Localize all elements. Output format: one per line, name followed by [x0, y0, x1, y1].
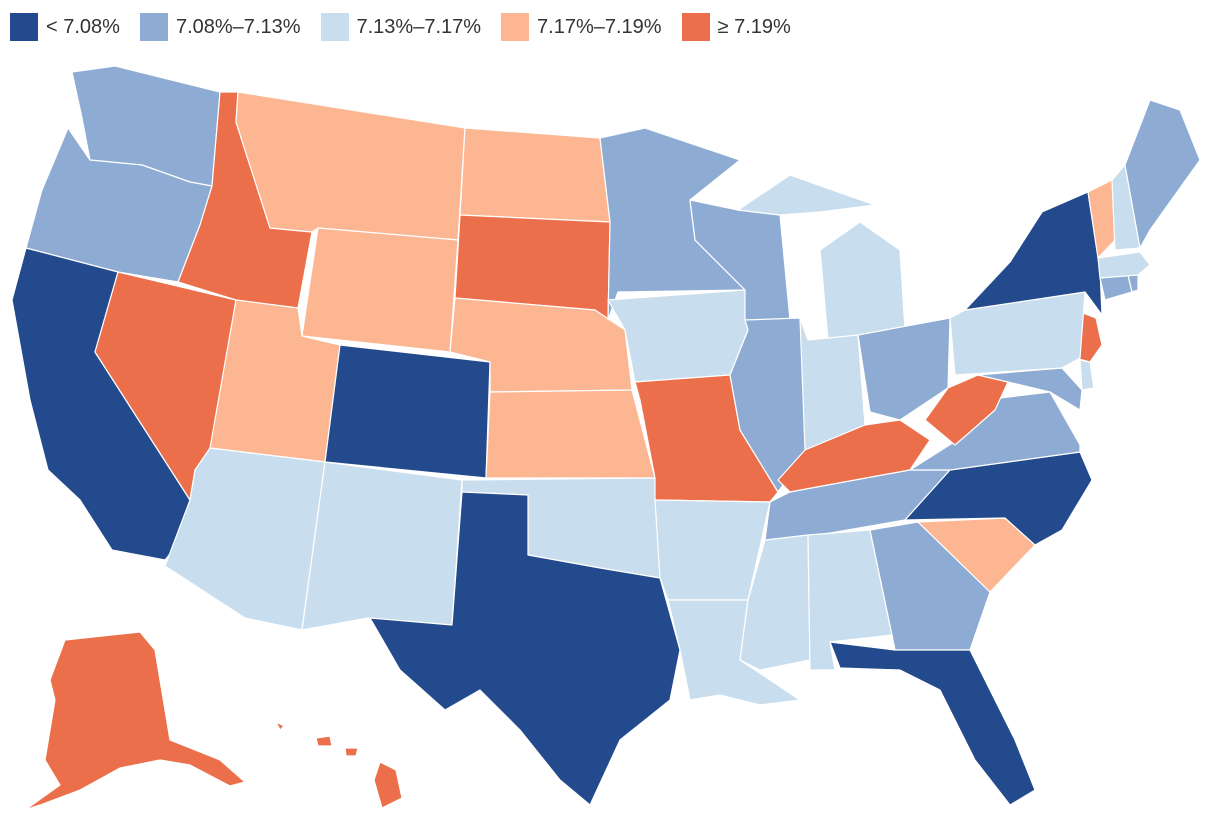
state-MI-UP[interactable] — [737, 174, 876, 216]
state-AK[interactable] — [24, 631, 246, 811]
state-FL[interactable] — [829, 641, 1036, 806]
state-CO[interactable] — [324, 344, 491, 479]
legend-label: 7.08%–7.13% — [175, 15, 301, 38]
legend-label: 7.17%–7.19% — [537, 15, 662, 38]
legend-item-gte-7-19: ≥ 7.19% — [681, 13, 791, 41]
state-NM[interactable] — [301, 461, 463, 631]
state-HI-islands[interactable] — [275, 721, 359, 757]
legend-label: 7.13%–7.17% — [356, 15, 482, 38]
state-WV[interactable] — [924, 374, 1009, 446]
state-MA[interactable] — [1097, 251, 1151, 279]
state-CT[interactable] — [1099, 274, 1133, 301]
legend-item-7-13-7-17: 7.13%–7.17% — [320, 13, 482, 41]
legend-item-lt-7-08: < 7.08% — [10, 13, 120, 41]
state-MT[interactable] — [235, 91, 466, 241]
state-ND[interactable] — [459, 127, 611, 223]
state-MI[interactable] — [819, 221, 906, 341]
legend-swatch — [501, 13, 530, 41]
legend-item-7-17-7-19: 7.17%–7.19% — [501, 13, 662, 41]
state-ME[interactable] — [1124, 99, 1201, 249]
state-KS[interactable] — [485, 389, 656, 479]
legend-item-7-08-7-13: 7.08%–7.13% — [139, 13, 301, 41]
state-WY[interactable] — [301, 227, 459, 353]
legend-swatch — [681, 13, 710, 41]
legend: < 7.08% 7.08%–7.13% 7.13%–7.17% 7.17%–7.… — [10, 12, 811, 42]
state-DE[interactable] — [1079, 359, 1095, 391]
legend-label: < 7.08% — [46, 15, 120, 38]
legend-label: ≥ 7.19% — [717, 15, 791, 38]
legend-swatch — [320, 13, 349, 41]
state-OH[interactable] — [857, 317, 951, 421]
legend-swatch — [10, 13, 38, 41]
legend-swatch — [139, 13, 168, 41]
state-TX[interactable] — [369, 491, 681, 806]
state-HI[interactable] — [373, 761, 403, 809]
